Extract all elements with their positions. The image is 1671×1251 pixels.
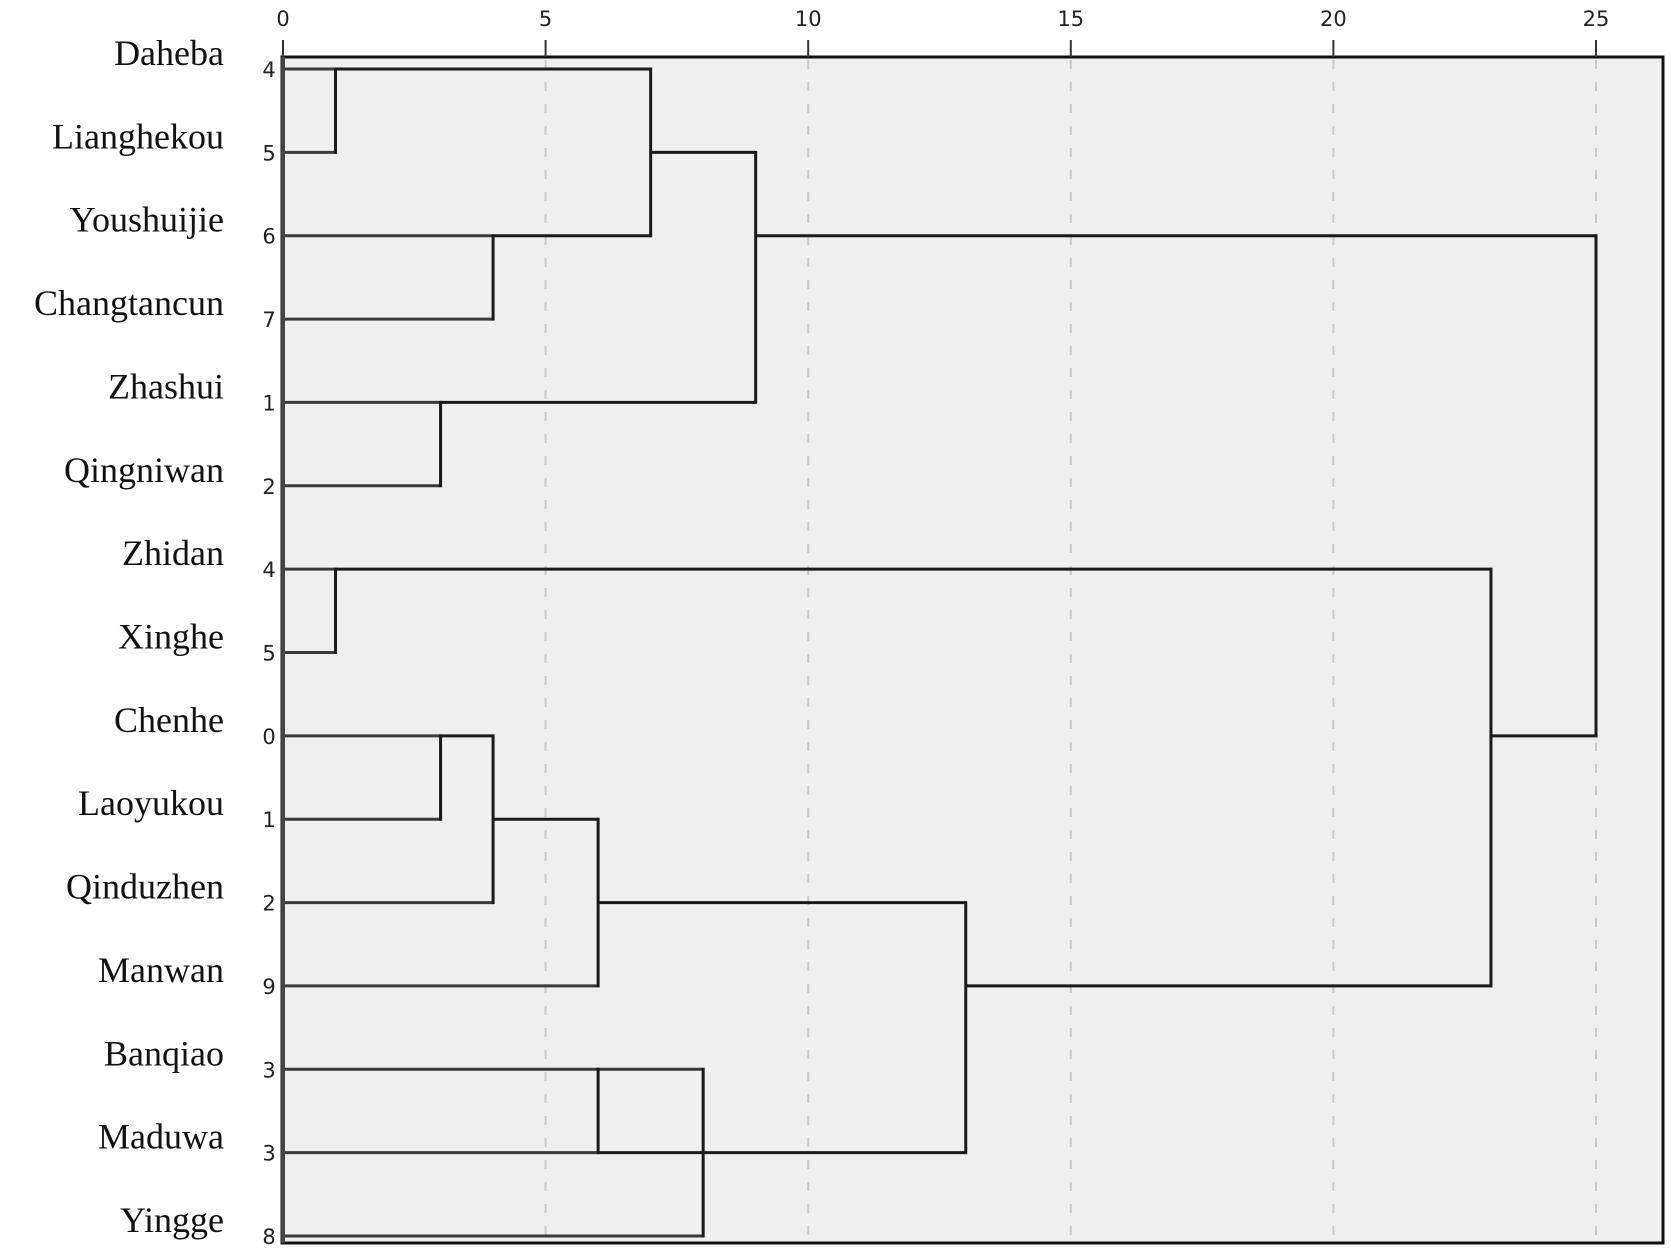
leaf-name: Youshuijie: [70, 200, 224, 240]
x-tick-label: 5: [539, 7, 552, 31]
leaf-number: 2: [262, 892, 275, 916]
leaf-number: 1: [262, 808, 275, 832]
leaf-number: 1: [262, 391, 275, 415]
leaf-name: Zhashui: [108, 366, 224, 406]
leaf-name: Daheba: [114, 33, 224, 73]
x-tick-label: 20: [1320, 7, 1347, 31]
x-tick-label: 15: [1057, 7, 1084, 31]
leaf-name: Zhidan: [122, 533, 224, 573]
x-tick-label: 0: [276, 7, 289, 31]
leaf-number: 8: [262, 1225, 275, 1249]
leaf-number: 2: [262, 475, 275, 499]
leaf-name: Manwan: [98, 950, 224, 990]
leaf-number: 7: [262, 308, 275, 332]
leaf-name: Xinghe: [118, 617, 224, 657]
x-tick-label: 10: [795, 7, 822, 31]
leaf-name: Qinduzhen: [66, 867, 224, 907]
leaf-name: Changtancun: [34, 283, 224, 323]
leaf-name: Yingge: [120, 1200, 224, 1240]
leaf-name: Laoyukou: [78, 783, 224, 823]
leaf-name: Lianghekou: [52, 116, 224, 156]
leaf-name: Banqiao: [104, 1033, 224, 1073]
leaf-number: 9: [262, 975, 275, 999]
leaf-number: 6: [262, 225, 275, 249]
leaf-name: Qingniwan: [64, 450, 224, 490]
leaf-number: 5: [262, 642, 275, 666]
leaf-number: 3: [262, 1142, 275, 1166]
leaf-number: 4: [262, 558, 275, 582]
leaf-number: 3: [262, 1058, 275, 1082]
plot-area: [280, 55, 1665, 1245]
leaf-number: 0: [262, 725, 275, 749]
x-tick-label: 25: [1583, 7, 1610, 31]
leaf-number: 5: [262, 141, 275, 165]
leaf-number: 4: [262, 58, 275, 82]
leaf-name: Chenhe: [114, 700, 224, 740]
leaf-name: Maduwa: [98, 1117, 224, 1157]
